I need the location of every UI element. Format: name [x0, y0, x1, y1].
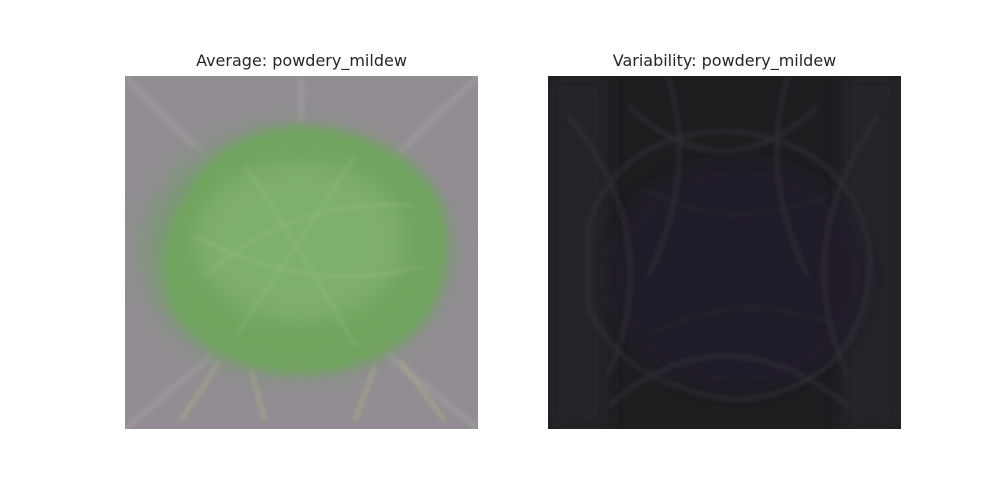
average-panel-title: Average: powdery_mildew — [196, 51, 407, 70]
variability-panel-title: Variability: powdery_mildew — [612, 51, 837, 70]
average-leaf-image — [125, 76, 478, 429]
variability-leaf-image — [548, 76, 901, 429]
average-leaf-picture — [125, 76, 478, 429]
variability-leaf-picture — [548, 76, 901, 429]
